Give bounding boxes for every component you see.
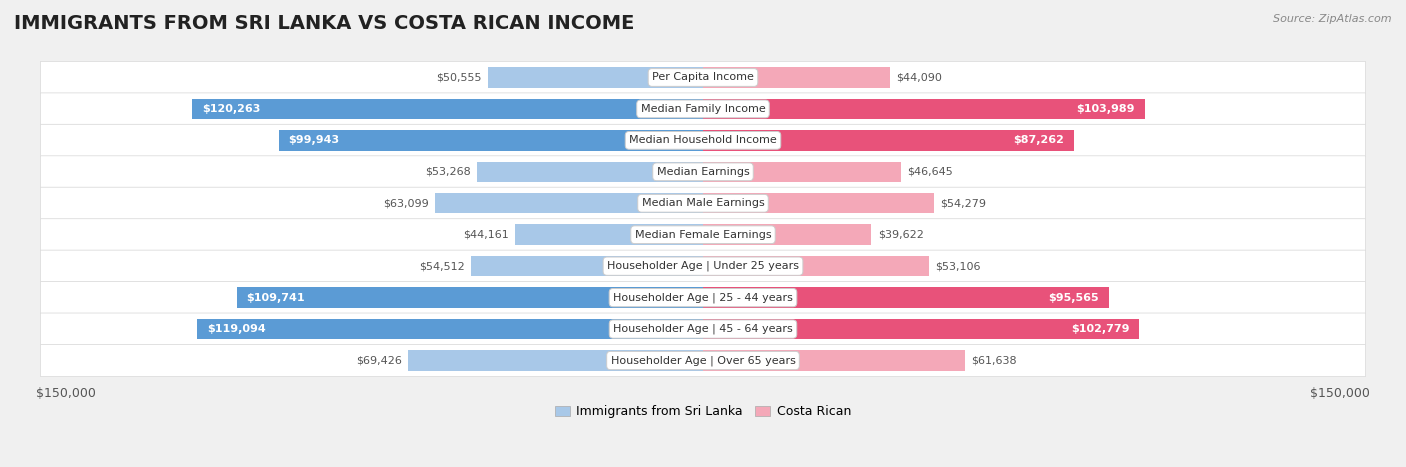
FancyBboxPatch shape bbox=[41, 62, 1365, 93]
Text: $44,090: $44,090 bbox=[897, 72, 942, 83]
FancyBboxPatch shape bbox=[41, 282, 1365, 314]
Text: $102,779: $102,779 bbox=[1071, 324, 1130, 334]
Text: $95,565: $95,565 bbox=[1049, 293, 1099, 303]
Bar bbox=[703, 193, 934, 213]
Text: Householder Age | Under 25 years: Householder Age | Under 25 years bbox=[607, 261, 799, 271]
Bar bbox=[408, 350, 703, 371]
Text: $119,094: $119,094 bbox=[207, 324, 266, 334]
FancyBboxPatch shape bbox=[41, 156, 1365, 188]
Bar bbox=[703, 225, 872, 245]
Text: $61,638: $61,638 bbox=[972, 355, 1017, 366]
Text: $50,555: $50,555 bbox=[436, 72, 482, 83]
Text: Source: ZipAtlas.com: Source: ZipAtlas.com bbox=[1274, 14, 1392, 24]
Bar bbox=[477, 162, 703, 182]
Text: IMMIGRANTS FROM SRI LANKA VS COSTA RICAN INCOME: IMMIGRANTS FROM SRI LANKA VS COSTA RICAN… bbox=[14, 14, 634, 33]
Bar bbox=[197, 319, 703, 340]
FancyBboxPatch shape bbox=[41, 345, 1365, 376]
Bar bbox=[703, 350, 965, 371]
Text: $54,512: $54,512 bbox=[419, 261, 465, 271]
Text: Per Capita Income: Per Capita Income bbox=[652, 72, 754, 83]
FancyBboxPatch shape bbox=[41, 187, 1365, 219]
Bar bbox=[434, 193, 703, 213]
Bar bbox=[703, 99, 1144, 119]
Bar bbox=[703, 130, 1074, 150]
Bar bbox=[516, 225, 703, 245]
Text: $54,279: $54,279 bbox=[939, 198, 986, 208]
Bar bbox=[471, 256, 703, 276]
FancyBboxPatch shape bbox=[41, 93, 1365, 125]
Text: Median Male Earnings: Median Male Earnings bbox=[641, 198, 765, 208]
Text: $69,426: $69,426 bbox=[356, 355, 402, 366]
Text: $99,943: $99,943 bbox=[288, 135, 339, 145]
Bar bbox=[703, 162, 901, 182]
Text: $109,741: $109,741 bbox=[246, 293, 305, 303]
Text: $46,645: $46,645 bbox=[907, 167, 953, 177]
Text: $103,989: $103,989 bbox=[1077, 104, 1135, 114]
Text: $53,268: $53,268 bbox=[425, 167, 471, 177]
Text: $39,622: $39,622 bbox=[877, 230, 924, 240]
Text: Householder Age | 25 - 44 years: Householder Age | 25 - 44 years bbox=[613, 292, 793, 303]
Bar bbox=[703, 287, 1109, 308]
Bar bbox=[238, 287, 703, 308]
Text: Median Female Earnings: Median Female Earnings bbox=[634, 230, 772, 240]
Text: Median Family Income: Median Family Income bbox=[641, 104, 765, 114]
Bar bbox=[703, 67, 890, 88]
Text: Median Earnings: Median Earnings bbox=[657, 167, 749, 177]
Bar bbox=[193, 99, 703, 119]
Bar bbox=[278, 130, 703, 150]
Bar bbox=[703, 256, 928, 276]
Text: $53,106: $53,106 bbox=[935, 261, 980, 271]
FancyBboxPatch shape bbox=[41, 250, 1365, 282]
Text: $63,099: $63,099 bbox=[382, 198, 429, 208]
FancyBboxPatch shape bbox=[41, 313, 1365, 345]
FancyBboxPatch shape bbox=[41, 124, 1365, 156]
Bar bbox=[703, 319, 1139, 340]
Text: Householder Age | 45 - 64 years: Householder Age | 45 - 64 years bbox=[613, 324, 793, 334]
FancyBboxPatch shape bbox=[41, 219, 1365, 251]
Bar bbox=[488, 67, 703, 88]
Text: $44,161: $44,161 bbox=[464, 230, 509, 240]
Text: Householder Age | Over 65 years: Householder Age | Over 65 years bbox=[610, 355, 796, 366]
Text: Median Household Income: Median Household Income bbox=[628, 135, 778, 145]
Text: $120,263: $120,263 bbox=[202, 104, 260, 114]
Legend: Immigrants from Sri Lanka, Costa Rican: Immigrants from Sri Lanka, Costa Rican bbox=[550, 400, 856, 423]
Text: $87,262: $87,262 bbox=[1014, 135, 1064, 145]
